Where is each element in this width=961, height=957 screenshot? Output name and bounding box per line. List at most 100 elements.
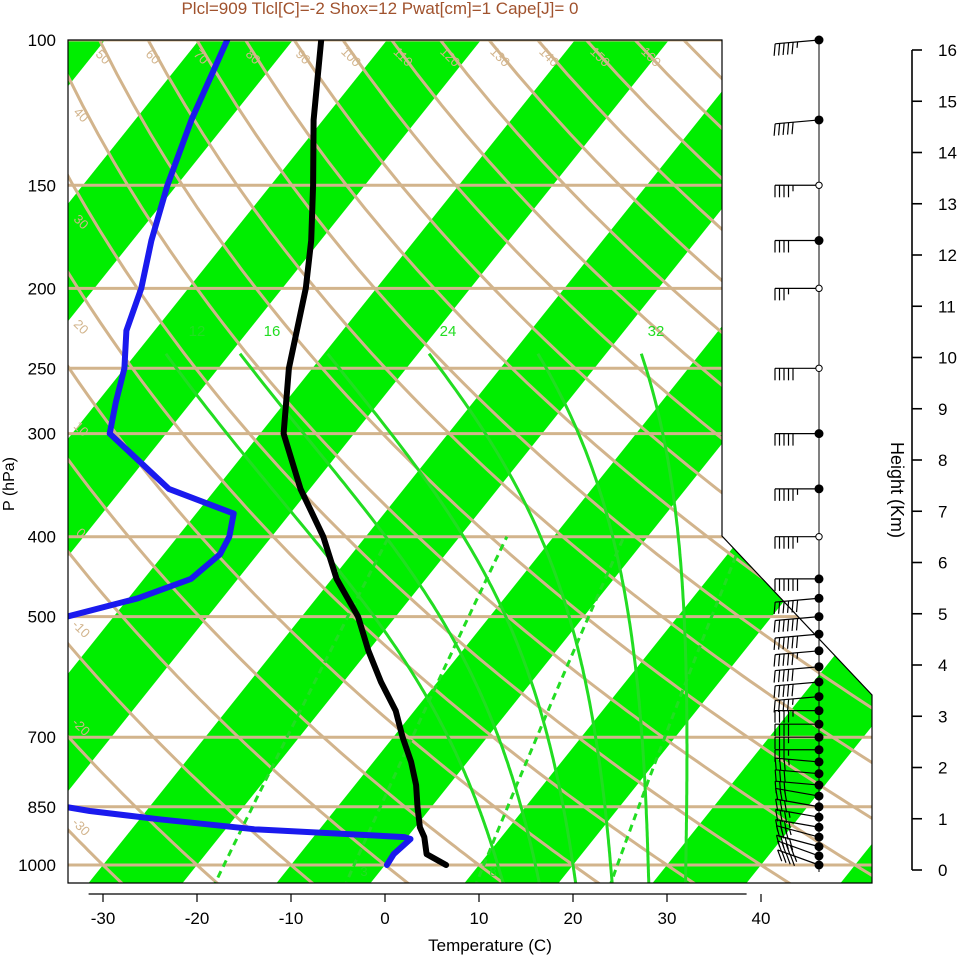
- wind-level-dot: [814, 574, 824, 584]
- wind-barb-shaft: [775, 819, 820, 828]
- wind-barb-flag: [773, 685, 776, 698]
- height-tick-label: 2: [938, 759, 947, 778]
- wind-barb: [774, 706, 824, 723]
- wind-level-dot: [815, 532, 823, 541]
- wind-barb-shaft: [775, 666, 820, 672]
- dry-adiabat-label: -10: [729, 457, 753, 481]
- wind-level-dot: [814, 802, 824, 812]
- moist-adiabat-label: 12: [189, 323, 206, 340]
- wind-barb-flag: [773, 123, 776, 136]
- dry-adiabats: [68, 40, 872, 883]
- wind-barb-shaft: [775, 119, 820, 125]
- isotherm-band: [68, 40, 357, 883]
- wind-barb-flag: [786, 42, 790, 55]
- wind-barb: [773, 593, 824, 615]
- wind-level-dot: [814, 429, 824, 439]
- height-tick-label: 5: [938, 605, 947, 624]
- wind-barb-flag: [782, 122, 785, 136]
- wind-barb: [774, 181, 823, 198]
- wind-barb-shaft: [777, 840, 820, 857]
- wind-barb: [775, 798, 824, 813]
- wind-barb-flag: [786, 684, 790, 697]
- moist-adiabat-line: [427, 352, 615, 883]
- height-tick-label: 4: [938, 656, 947, 675]
- wind-barb-flag: [791, 122, 794, 135]
- wind-barb-flag: [782, 601, 785, 614]
- wind-level-dot: [814, 706, 824, 716]
- dry-adiabat-label: -10: [69, 617, 93, 641]
- wind-barb-flag: [788, 821, 791, 828]
- dry-adiabat-line: [68, 40, 816, 883]
- wind-level-dot: [814, 593, 824, 603]
- wind-barb: [774, 429, 824, 446]
- pressure-tick-label: 250: [28, 359, 56, 378]
- wind-barb-flag: [783, 800, 788, 813]
- dry-adiabat-line: [68, 40, 237, 883]
- wind-barb-flag: [795, 600, 799, 613]
- wind-barb-flag: [786, 122, 790, 135]
- x-axis-label: Temperature (C): [428, 936, 552, 955]
- x-tick-label: -30: [91, 909, 116, 928]
- pressure-tick-label: 500: [28, 608, 56, 627]
- wind-level-dot: [814, 115, 824, 125]
- dry-adiabat-label: 10: [731, 234, 752, 255]
- wind-barb-flag: [778, 43, 781, 56]
- wind-level-dot: [814, 646, 824, 656]
- dry-adiabat-label: 20: [731, 122, 752, 143]
- height-tick-label: 11: [938, 297, 956, 316]
- moist-adiabat-line: [164, 352, 509, 883]
- moist-adiabat-line: [536, 352, 651, 883]
- height-tick-label: 8: [938, 451, 947, 470]
- wind-level-dot: [814, 832, 824, 842]
- wind-barb-flag: [794, 855, 798, 862]
- wind-barb-flag: [785, 852, 791, 865]
- pressure-tick-label: 200: [28, 279, 56, 298]
- x-tick-label: 20: [564, 909, 583, 928]
- pressure-tick-label: 850: [28, 798, 56, 817]
- height-tick-label: 0: [938, 861, 947, 880]
- wind-barb-flag: [779, 781, 782, 794]
- dry-adiabat-line: [153, 40, 872, 883]
- height-tick-label: 1: [938, 810, 947, 829]
- mixing-ratio-line: [468, 536, 626, 883]
- wind-barb-flag: [773, 43, 776, 56]
- wind-barb-flag: [782, 619, 785, 632]
- wind-barb-flag: [788, 811, 791, 818]
- height-tick-label: 12: [938, 246, 957, 265]
- isotherm-band: [68, 40, 545, 883]
- wind-barb-flag: [773, 637, 776, 650]
- wind-barb-flag: [795, 635, 799, 649]
- moist-adiabat-label: 16: [264, 323, 281, 340]
- height-tick-label: 14: [938, 144, 957, 163]
- wind-level-dot: [814, 822, 824, 832]
- dry-adiabat-line: [198, 40, 872, 883]
- wind-level-dot: [815, 181, 823, 189]
- pressure-tick-label: 700: [28, 728, 56, 747]
- wind-barb-flag: [773, 700, 776, 713]
- wind-barb-flag: [778, 685, 781, 698]
- wind-barb-flag: [783, 770, 786, 783]
- wind-barb-flag: [781, 851, 787, 863]
- x-tick-label: 30: [658, 909, 677, 928]
- wind-barb-flag: [779, 770, 782, 783]
- wind-barb: [774, 364, 823, 381]
- wind-barb-flag: [791, 42, 794, 55]
- wind-level-dot: [814, 662, 824, 672]
- dry-adiabat-label: 0: [733, 345, 749, 361]
- x-tick-label: -10: [279, 909, 304, 928]
- wind-level-dot: [814, 612, 824, 622]
- wind-barb-flag: [782, 684, 785, 698]
- x-axis: -30 -20 -10 0 10 20 30 40: [88, 893, 770, 928]
- wind-barb-flag: [779, 810, 783, 823]
- wind-level-dot: [814, 780, 824, 790]
- wind-barb-shaft: [775, 808, 820, 818]
- wind-barb-flag: [782, 669, 785, 682]
- pressure-axis: 100 150 200 250 300 400 500 700 850 1000: [18, 31, 56, 875]
- wind-barb: [774, 719, 824, 737]
- wind-barb-flag: [778, 601, 781, 614]
- dry-adiabat-label: 30: [851, 646, 872, 667]
- wind-barb: [774, 780, 824, 795]
- height-tick-label: 7: [938, 502, 947, 521]
- wind-barb-flag: [775, 819, 779, 832]
